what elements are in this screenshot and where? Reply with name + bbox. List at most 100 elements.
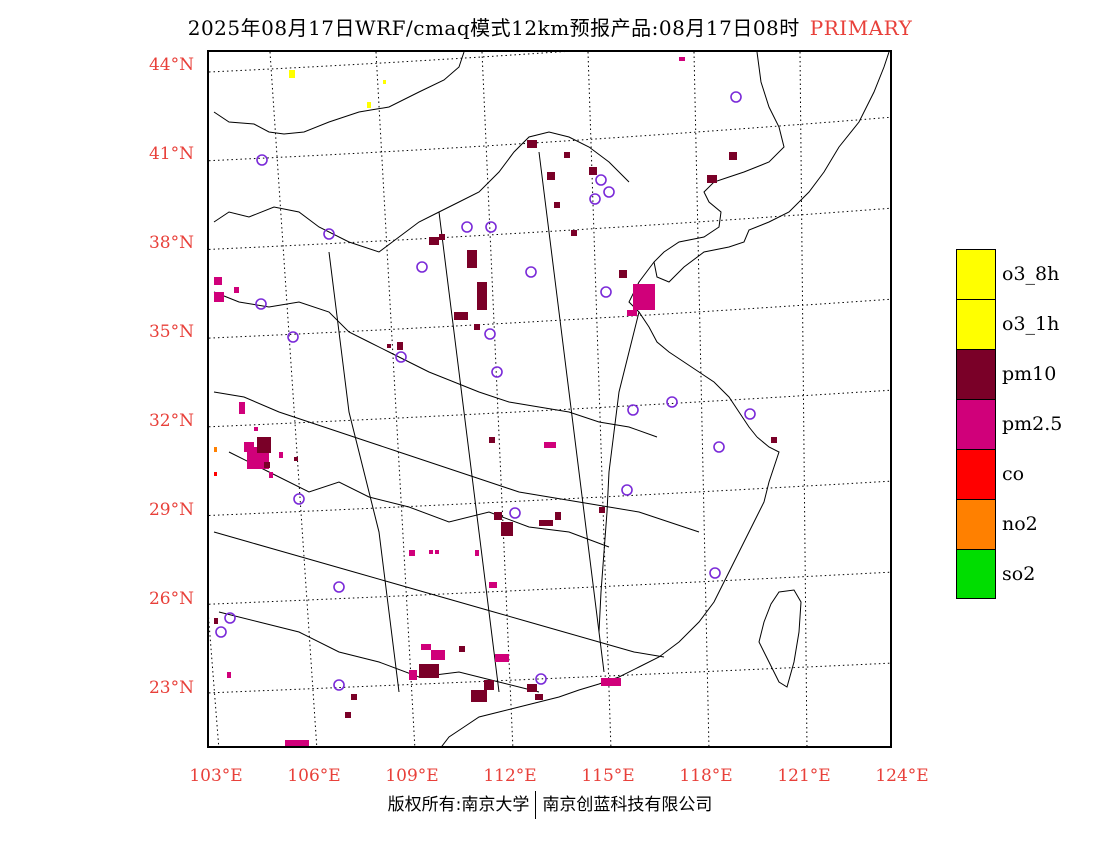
station-marker <box>713 441 725 453</box>
latitude-gridline <box>209 52 566 73</box>
legend-item-pm10: pm10 <box>956 349 1096 399</box>
station-marker <box>600 286 612 298</box>
pollution-cell <box>771 437 777 443</box>
pollution-cell <box>214 618 218 624</box>
pollution-cell <box>489 582 497 588</box>
latitude-gridline <box>209 389 890 428</box>
longitude-gridline <box>481 52 514 746</box>
pollution-cell <box>454 312 468 320</box>
pollution-cell <box>294 457 298 461</box>
pollution-cell <box>345 712 351 718</box>
legend-item-o3_1h: o3_1h <box>956 299 1096 349</box>
pollution-cell <box>571 230 577 236</box>
station-marker <box>627 404 639 416</box>
pollution-cell <box>471 690 487 702</box>
pollution-cell <box>554 202 560 208</box>
lat-label: 44°N <box>148 55 194 75</box>
station-marker <box>589 193 601 205</box>
station-marker <box>416 261 428 273</box>
pollution-cell <box>239 402 245 414</box>
legend-item-o3_8h: o3_8h <box>956 249 1096 299</box>
pollution-cell <box>484 680 494 690</box>
legend-item-no2: no2 <box>956 499 1096 549</box>
legend-swatch <box>956 549 996 599</box>
province-boundary-10 <box>218 611 540 693</box>
lat-label: 35°N <box>148 322 194 342</box>
pollution-cell <box>214 472 217 476</box>
station-marker <box>491 366 503 378</box>
pollution-cell <box>707 175 717 183</box>
legend-swatch <box>956 449 996 499</box>
pollution-cell <box>387 344 391 348</box>
coastline-north <box>653 52 800 283</box>
pollution-cell <box>619 270 627 278</box>
pollution-cell <box>214 277 222 285</box>
pollution-cell <box>547 172 555 180</box>
pollution-cell <box>527 684 537 692</box>
pollution-cell <box>279 452 283 458</box>
lat-label: 23°N <box>148 678 194 698</box>
legend-label: o3_1h <box>1002 313 1060 335</box>
footer-separator <box>535 791 537 819</box>
lon-label: 112°E <box>483 766 537 786</box>
pollution-cell <box>227 672 231 678</box>
copyright-right: 南京创蓝科技有限公司 <box>542 795 713 815</box>
pollution-cell <box>535 694 543 700</box>
pollution-cell <box>544 442 556 448</box>
longitude-gridline <box>209 616 220 746</box>
coastline-liaodong <box>798 52 890 203</box>
station-marker <box>215 626 227 638</box>
station-marker <box>509 507 521 519</box>
station-marker <box>333 679 345 691</box>
longitude-gridline <box>693 52 710 746</box>
legend-swatch <box>956 349 996 399</box>
longitude-gridline <box>269 52 318 746</box>
station-marker <box>666 396 678 408</box>
monitoring-stations <box>215 91 756 691</box>
pollution-cell <box>289 70 295 78</box>
province-boundary-8 <box>598 311 640 633</box>
pollution-cell <box>439 234 445 240</box>
station-marker <box>621 484 633 496</box>
pollution-cell <box>475 550 479 556</box>
pollution-grid-cells <box>214 57 777 746</box>
pollution-cell <box>495 654 509 662</box>
lat-label: 41°N <box>148 144 194 164</box>
pollution-cell <box>269 472 273 478</box>
station-marker <box>595 174 607 186</box>
legend-swatch <box>956 249 996 299</box>
pollution-cell <box>214 292 224 302</box>
pollution-cell <box>564 152 570 158</box>
lon-label: 109°E <box>385 766 439 786</box>
pollution-cell <box>489 437 495 443</box>
title-tag: PRIMARY <box>809 16 913 40</box>
station-marker <box>484 328 496 340</box>
province-boundary-9 <box>228 451 610 548</box>
station-marker <box>293 493 305 505</box>
pollution-cell <box>527 140 537 148</box>
pollution-cell <box>601 678 621 686</box>
legend-swatch <box>956 299 996 349</box>
mongolia-border <box>213 52 465 135</box>
pollution-cell <box>419 664 439 678</box>
province-boundary-5 <box>328 251 400 693</box>
lon-label: 106°E <box>287 766 341 786</box>
legend-label: pm2.5 <box>1002 413 1063 435</box>
coastline-shandong <box>628 261 758 438</box>
copyright-footer: 版权所有:南京大学 南京创蓝科技有限公司 <box>0 790 1100 819</box>
province-boundary-6 <box>438 211 500 693</box>
pollution-cell <box>285 740 309 746</box>
map-area[interactable] <box>207 50 892 748</box>
pollution-cell <box>421 644 431 650</box>
longitude-gridline <box>375 52 416 746</box>
pollution-cell <box>599 507 605 513</box>
legend-swatch <box>956 499 996 549</box>
legend-item-so2: so2 <box>956 549 1096 599</box>
pollution-cell <box>501 522 513 536</box>
latitude-gridline <box>209 298 890 339</box>
pollution-cell <box>435 550 439 554</box>
station-marker <box>730 91 742 103</box>
station-marker <box>603 186 615 198</box>
pollution-cell <box>539 520 553 526</box>
province-boundary-2 <box>213 291 658 438</box>
